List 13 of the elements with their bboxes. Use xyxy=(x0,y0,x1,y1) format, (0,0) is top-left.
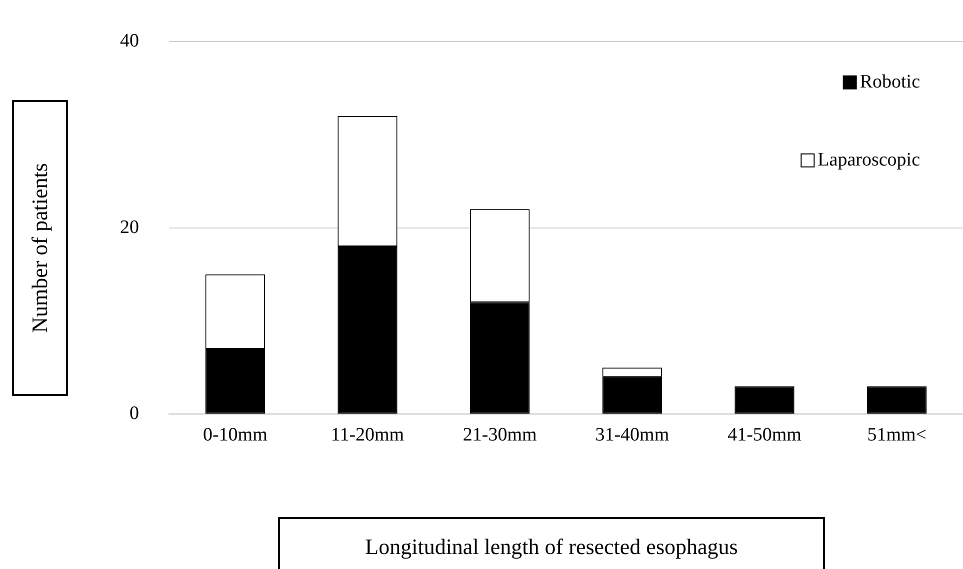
x-tick-label: 41-50mm xyxy=(728,424,802,446)
legend-label: Laparoscopic xyxy=(818,149,920,170)
y-axis-title: Number of patients xyxy=(27,163,53,333)
y-tick-label: 20 xyxy=(120,216,139,238)
x-axis-title: Longitudinal length of resected esophagus xyxy=(278,517,825,569)
y-tick-label: 40 xyxy=(120,30,139,52)
x-tick-label: 11-20mm xyxy=(330,424,404,446)
x-tick-label: 31-40mm xyxy=(595,424,670,446)
x-tick-label: 51mm< xyxy=(867,424,926,446)
x-tick-label: 0-10mm xyxy=(202,424,268,446)
y-tick-label: 0 xyxy=(130,403,139,424)
x-tick-label: 21-30mm xyxy=(462,424,537,446)
legend-label: Robotic xyxy=(860,71,920,92)
